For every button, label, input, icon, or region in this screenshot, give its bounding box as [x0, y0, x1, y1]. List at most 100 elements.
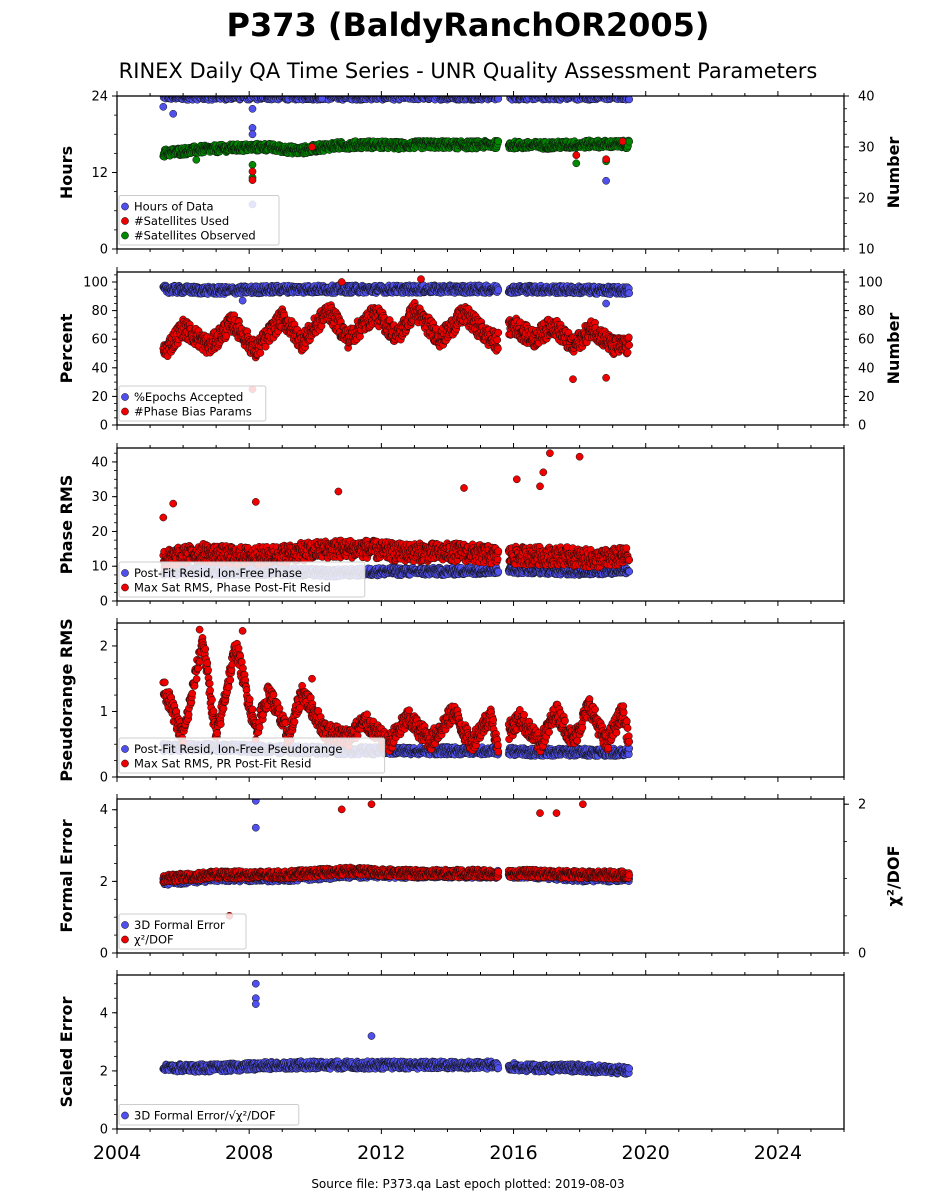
legend: Hours of Data#Satellites Used#Satellites… [118, 195, 280, 246]
data-point-outlier [572, 151, 581, 160]
data-point-outlier [602, 155, 610, 164]
series-red [248, 137, 627, 184]
y-tick-label: 20 [91, 525, 108, 540]
y-axis-label: Phase RMS [57, 475, 76, 575]
data-point [615, 96, 620, 97]
data-point [347, 96, 352, 97]
data-point [616, 96, 622, 97]
y-tick-label: 12 [91, 166, 108, 181]
data-point [415, 96, 420, 97]
data-point [625, 289, 634, 298]
data-point [422, 96, 427, 97]
legend-label: #Phase Bias Params [134, 405, 252, 419]
data-point [494, 96, 499, 97]
data-point [163, 96, 166, 97]
data-point [625, 96, 630, 97]
data-point [343, 96, 347, 97]
data-point [319, 96, 324, 97]
data-point [488, 96, 492, 97]
data-point [452, 96, 457, 97]
data-point-outlier [337, 278, 346, 286]
data-point [620, 96, 624, 97]
data-point [507, 96, 511, 97]
data-point [199, 96, 202, 97]
data-point [625, 96, 634, 104]
data-point [336, 96, 340, 97]
data-point [396, 96, 400, 97]
data-point [431, 96, 435, 97]
data-point-outlier [248, 167, 257, 176]
data-point [219, 96, 223, 97]
data-point [483, 96, 487, 97]
y-right-tick-label: 40 [858, 90, 875, 105]
data-point [323, 96, 327, 97]
data-point [213, 96, 218, 97]
y-tick-label: 10 [91, 560, 108, 575]
chart-subtitle: RINEX Daily QA Time Series - UNR Quality… [119, 59, 818, 83]
data-point [256, 349, 265, 357]
data-point-outlier [248, 176, 257, 184]
data-point [610, 96, 614, 97]
data-point [397, 96, 400, 97]
legend-marker [121, 231, 129, 240]
legend-marker [121, 217, 129, 225]
data-point [296, 96, 302, 97]
data-point [279, 96, 283, 97]
data-point [433, 96, 437, 97]
data-point [625, 96, 629, 97]
data-point [598, 96, 602, 97]
data-point-outlier [238, 296, 247, 305]
data-point [251, 96, 254, 97]
legend: %Epochs Accepted#Phase Bias Params [118, 385, 267, 422]
data-point [575, 96, 580, 97]
data-point-outlier [169, 109, 178, 118]
legend-marker [121, 407, 129, 416]
y-right-tick-label: 10 [858, 243, 875, 258]
data-point [257, 96, 262, 97]
data-point [494, 344, 502, 353]
data-point [287, 96, 291, 97]
legend-box [118, 195, 280, 246]
data-point-outlier [602, 373, 610, 382]
data-point [278, 96, 280, 97]
data-point [394, 96, 396, 97]
data-point [334, 96, 340, 97]
y-tick-label: 0 [100, 419, 108, 434]
data-point-outlier [572, 159, 581, 168]
legend-label: Hours of Data [134, 200, 214, 214]
data-point [290, 96, 293, 97]
data-point [231, 96, 234, 97]
data-point [396, 96, 401, 97]
data-point [625, 341, 634, 349]
data-point [176, 96, 179, 97]
data-point [535, 96, 540, 97]
data-point [494, 137, 503, 146]
data-point [403, 96, 408, 97]
data-point [228, 96, 233, 97]
y-tick-label: 30 [91, 490, 108, 505]
data-point [299, 96, 302, 97]
y-right-tick-label: 60 [858, 333, 875, 348]
data-point [528, 96, 533, 97]
y-right-tick-label: 20 [858, 390, 875, 405]
data-point [528, 96, 530, 97]
data-point-outlier [602, 299, 610, 308]
data-point [612, 96, 616, 97]
data-point [558, 96, 564, 97]
data-point [553, 96, 558, 97]
data-point [623, 348, 632, 357]
y-tick-label: 60 [91, 333, 108, 348]
data-point-outlier [417, 275, 425, 283]
data-point [171, 96, 176, 97]
data-point [454, 96, 460, 97]
y-axis-label-right: Number [884, 313, 903, 385]
data-point [296, 96, 298, 97]
data-point [598, 96, 603, 97]
data-point [494, 96, 503, 103]
data-point [362, 96, 366, 97]
data-point [193, 96, 198, 97]
data-point [528, 96, 532, 97]
data-point-outlier [308, 143, 316, 151]
